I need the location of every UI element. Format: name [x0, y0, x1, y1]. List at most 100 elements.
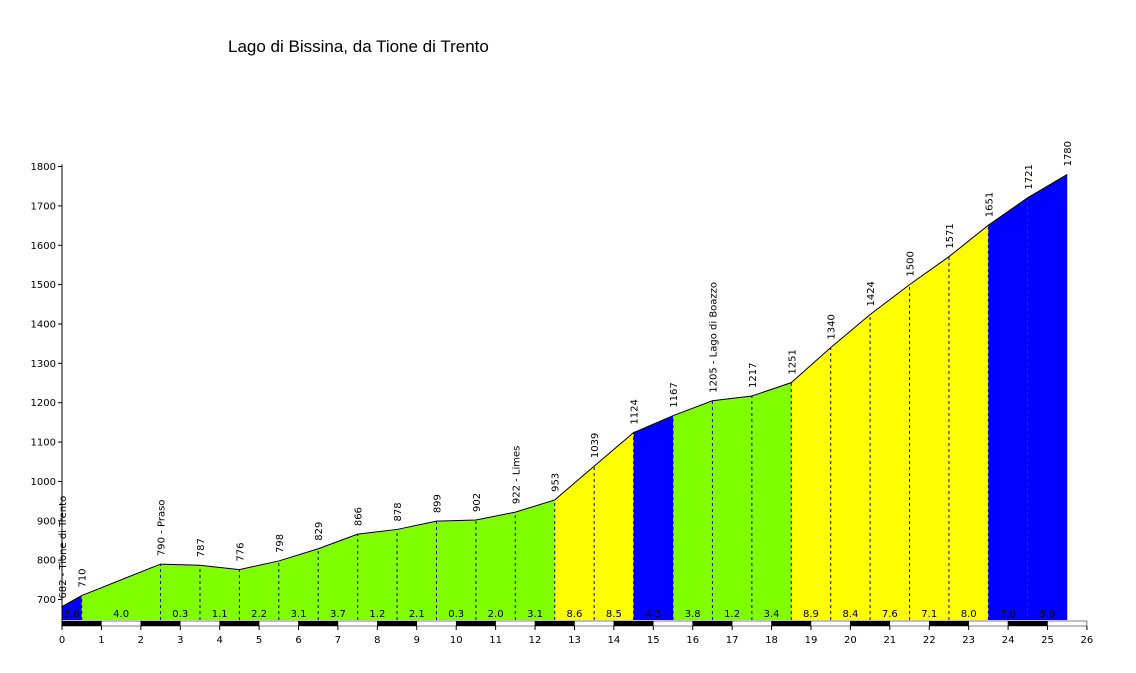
y-tick-label-11: 1800: [31, 162, 56, 173]
elevation-label-4: 776: [235, 542, 246, 561]
profile-segment-9: [436, 519, 476, 620]
gradient-label-19: 8.4: [842, 609, 858, 620]
gradient-label-15: 3.8: [685, 609, 701, 620]
km-bar-1: [101, 620, 142, 627]
gradient-label-22: 8.0: [961, 609, 977, 620]
elevation-label-10: 902: [472, 493, 483, 512]
x-tick-label-7: 7: [335, 635, 341, 646]
x-tick-label-6: 6: [295, 635, 301, 646]
gradient-label-2: 0.3: [172, 609, 188, 620]
y-tick-label-9: 1600: [31, 241, 56, 252]
elevation-label-6: 829: [314, 522, 325, 541]
elevation-label-3: 787: [196, 538, 207, 557]
profile-segment-21: [909, 256, 949, 620]
y-tick-label-5: 1200: [31, 398, 56, 409]
gradient-label-4: 2.2: [251, 609, 267, 620]
profile-segment-17: [751, 382, 792, 620]
gradient-label-13: 8.5: [606, 609, 622, 620]
profile-segment-16: [712, 396, 752, 620]
x-tick-label-24: 24: [1002, 635, 1015, 646]
profile-outline: [61, 173, 1068, 608]
y-tick-label-2: 900: [37, 516, 56, 527]
km-bar-17: [731, 620, 772, 627]
km-bar-2: [140, 620, 181, 627]
gradient-label-7: 1.2: [369, 609, 385, 620]
km-bar-0: [61, 620, 102, 627]
km-bar-11: [495, 620, 536, 627]
profile-segment-20: [870, 284, 910, 620]
km-bar-3: [180, 620, 220, 627]
gradient-label-11: 3.1: [527, 609, 543, 620]
gradient-label-8: 2.1: [409, 609, 425, 620]
y-tick-label-6: 1300: [31, 359, 56, 370]
km-bar-23: [968, 620, 1009, 627]
elevation-label-20: 1424: [866, 281, 877, 306]
x-tick-label-12: 12: [529, 635, 542, 646]
profile-segment-1: [81, 564, 161, 620]
elevation-label-2: 790 - Praso: [157, 500, 168, 556]
gradient-label-1: 4.0: [113, 609, 129, 620]
gradient-label-0: 5.6: [64, 609, 80, 620]
elevation-label-13: 1039: [590, 433, 601, 458]
x-tick-label-5: 5: [256, 635, 262, 646]
elevation-label-22: 1571: [945, 223, 956, 248]
profile-segment-18: [791, 347, 831, 620]
segment-dividers: [81, 197, 1029, 620]
km-bar-14: [613, 620, 654, 627]
profile-segment-6: [318, 534, 358, 620]
km-bar-12: [534, 620, 575, 627]
km-bar-4: [219, 620, 260, 627]
elevation-label-16: 1205 - Lago di Boazzo: [708, 282, 719, 393]
gradient-label-24: 5.9: [1040, 609, 1056, 620]
elevation-label-14: 1124: [630, 399, 641, 424]
km-bar-5: [258, 620, 299, 627]
x-tick-label-2: 2: [138, 635, 144, 646]
profile-segment-19: [830, 314, 871, 620]
elevation-label-25: 1780: [1063, 141, 1074, 166]
profile-areas: [62, 174, 1068, 621]
km-bar-10: [455, 620, 496, 627]
axes: 7008009001000110012001300140015001600170…: [31, 162, 1094, 646]
x-tick-label-16: 16: [686, 635, 699, 646]
y-tick-label-1: 800: [37, 556, 56, 567]
km-bar-9: [416, 620, 457, 627]
gradient-label-18: 8.9: [803, 609, 819, 620]
x-tick-label-21: 21: [883, 635, 896, 646]
x-tick-label-25: 25: [1041, 635, 1054, 646]
x-tick-label-26: 26: [1081, 635, 1094, 646]
gradient-label-12: 8.6: [567, 609, 583, 620]
elevation-label-23: 1651: [984, 192, 995, 217]
elevation-label-18: 1251: [787, 349, 798, 374]
x-tick-label-22: 22: [923, 635, 936, 646]
x-tick-label-11: 11: [489, 635, 502, 646]
elevation-label-7: 866: [354, 507, 365, 526]
gradient-label-23: 7.0: [1000, 609, 1016, 620]
gradient-label-5: 3.1: [291, 609, 307, 620]
profile-segment-13: [594, 432, 634, 620]
x-tick-label-4: 4: [216, 635, 222, 646]
gradient-label-9: 0.3: [448, 609, 464, 620]
km-bar-15: [653, 620, 693, 627]
profile-segment-23: [988, 197, 1028, 620]
km-bar-19: [810, 620, 851, 627]
km-bar-16: [692, 620, 733, 627]
profile-segment-0: [62, 595, 82, 620]
gradient-labels: 5.6 4.0 0.3 1.1 2.2 3.1 3.7 1.2 2.1 0.3 2.0 3.1 8.6 8…: [64, 609, 1056, 620]
x-tick-label-19: 19: [805, 635, 818, 646]
profile-segment-14: [633, 415, 674, 620]
km-bar-18: [771, 620, 812, 627]
y-tick-label-3: 1000: [31, 477, 56, 488]
profile-segment-11: [515, 499, 555, 620]
x-tick-label-13: 13: [568, 635, 581, 646]
profile-segment-12: [554, 466, 595, 620]
km-bar-13: [574, 620, 615, 627]
km-bar-20: [850, 620, 891, 627]
x-tick-label-3: 3: [177, 635, 183, 646]
gradient-label-10: 2.0: [488, 609, 504, 620]
km-bar-22: [928, 620, 969, 627]
y-tick-label-8: 1500: [31, 280, 56, 291]
gradient-label-3: 1.1: [212, 609, 228, 620]
gradient-label-21: 7.1: [921, 609, 937, 620]
profile-segment-10: [475, 512, 516, 620]
elevation-label-24: 1721: [1024, 164, 1035, 189]
